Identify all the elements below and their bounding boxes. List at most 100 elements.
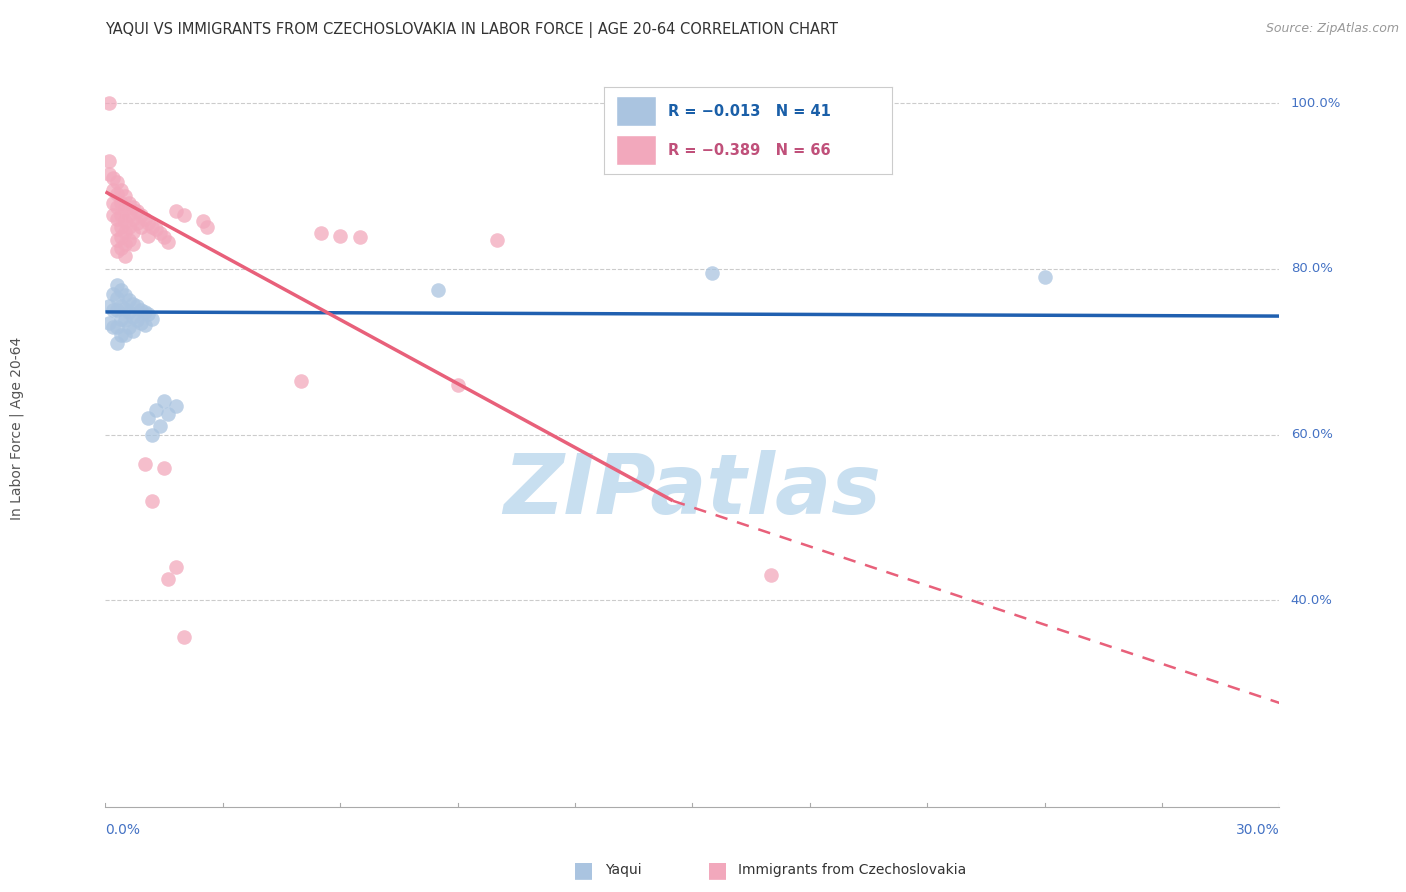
Point: [114, 202, 136, 217]
Point: [105, 222, 128, 236]
Point: [105, 233, 128, 247]
Point: [193, 214, 215, 228]
Point: [98, 299, 121, 313]
Text: Yaqui: Yaqui: [605, 863, 641, 877]
Text: R = −0.389   N = 66: R = −0.389 N = 66: [668, 144, 831, 158]
Point: [105, 319, 128, 334]
Point: [121, 310, 143, 324]
Point: [149, 227, 172, 241]
Point: [98, 96, 121, 111]
Point: [110, 208, 132, 222]
Point: [110, 299, 132, 313]
Point: [446, 377, 468, 392]
Text: ZIPatlas: ZIPatlas: [503, 450, 882, 532]
Point: [165, 203, 187, 218]
Point: [98, 167, 121, 181]
Point: [129, 208, 152, 222]
Text: In Labor Force | Age 20-64: In Labor Force | Age 20-64: [10, 336, 24, 520]
Point: [118, 319, 141, 334]
Text: Source: ZipAtlas.com: Source: ZipAtlas.com: [1265, 22, 1399, 36]
Point: [485, 233, 508, 247]
Point: [121, 296, 143, 310]
Point: [110, 241, 132, 255]
Point: [700, 266, 723, 280]
Point: [138, 411, 160, 425]
Point: [114, 237, 136, 252]
Point: [153, 460, 176, 475]
Point: [118, 233, 141, 247]
Point: [145, 402, 167, 417]
Point: [759, 568, 782, 582]
Point: [121, 324, 143, 338]
Point: [103, 319, 125, 334]
Text: 100.0%: 100.0%: [1291, 96, 1341, 110]
Text: ■: ■: [574, 860, 593, 880]
Point: [195, 220, 218, 235]
Point: [157, 573, 180, 587]
Point: [129, 303, 152, 318]
Point: [1308, 717, 1330, 731]
Text: YAQUI VS IMMIGRANTS FROM CZECHOSLOVAKIA IN LABOR FORCE | AGE 20-64 CORRELATION C: YAQUI VS IMMIGRANTS FROM CZECHOSLOVAKIA …: [105, 22, 838, 38]
Point: [105, 212, 128, 227]
Point: [165, 399, 187, 413]
Point: [134, 305, 156, 319]
Text: 80.0%: 80.0%: [1291, 262, 1333, 276]
Text: 30.0%: 30.0%: [1236, 823, 1279, 838]
Point: [141, 493, 163, 508]
Point: [149, 419, 172, 434]
Point: [114, 313, 136, 327]
Point: [105, 244, 128, 258]
Point: [103, 208, 125, 222]
Point: [118, 293, 141, 308]
Point: [141, 220, 163, 235]
Point: [105, 336, 128, 351]
Point: [138, 228, 160, 243]
Point: [125, 216, 148, 230]
Point: [118, 220, 141, 235]
Point: [121, 200, 143, 214]
Text: 40.0%: 40.0%: [1291, 594, 1333, 607]
Point: [118, 305, 141, 319]
Point: [138, 307, 160, 322]
Point: [145, 222, 167, 236]
Point: [110, 328, 132, 343]
Point: [141, 427, 163, 442]
FancyBboxPatch shape: [616, 135, 657, 165]
Point: [427, 283, 450, 297]
Point: [118, 208, 141, 222]
Point: [134, 212, 156, 227]
Point: [121, 237, 143, 252]
Point: [105, 175, 128, 189]
Point: [105, 291, 128, 305]
Point: [105, 278, 128, 293]
Point: [103, 303, 125, 318]
Point: [134, 318, 156, 333]
FancyBboxPatch shape: [616, 96, 657, 127]
Point: [153, 394, 176, 409]
Text: 60.0%: 60.0%: [1291, 428, 1333, 441]
Point: [349, 230, 371, 244]
Text: 0.0%: 0.0%: [105, 823, 141, 838]
Point: [110, 220, 132, 235]
Point: [103, 286, 125, 301]
Point: [165, 560, 187, 574]
Point: [98, 154, 121, 169]
Point: [98, 316, 121, 330]
Point: [1033, 270, 1056, 285]
Point: [114, 189, 136, 203]
Point: [329, 228, 352, 243]
Point: [110, 230, 132, 244]
Point: [105, 303, 128, 318]
Point: [125, 299, 148, 313]
Point: [129, 220, 152, 235]
Point: [110, 183, 132, 197]
Point: [114, 301, 136, 316]
Point: [114, 249, 136, 263]
Point: [173, 631, 195, 645]
Point: [110, 195, 132, 210]
Point: [110, 311, 132, 326]
Point: [121, 212, 143, 227]
Point: [118, 195, 141, 210]
Point: [309, 227, 332, 241]
Point: [157, 235, 180, 249]
